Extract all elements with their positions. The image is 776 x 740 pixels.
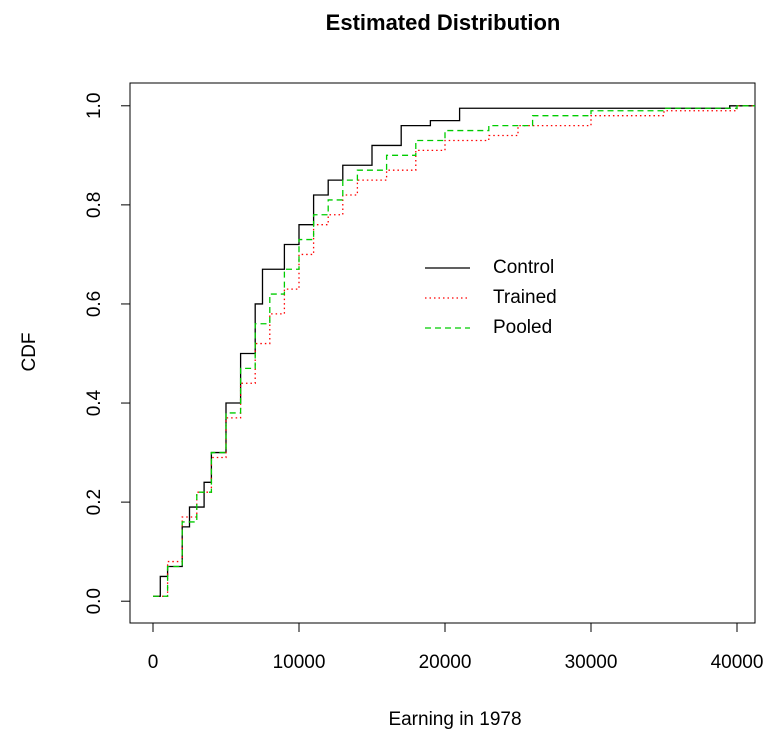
y-axis-label: CDF bbox=[19, 332, 40, 371]
y-tick-label: 0.2 bbox=[84, 489, 105, 515]
y-tick-label: 0.0 bbox=[84, 588, 105, 614]
x-tick-label: 20000 bbox=[419, 652, 472, 673]
plot-frame bbox=[129, 82, 756, 624]
y-tick-label: 1.0 bbox=[84, 93, 105, 119]
x-tick-label: 40000 bbox=[711, 652, 764, 673]
y-tick-label: 0.4 bbox=[84, 389, 105, 416]
x-tick-label: 30000 bbox=[565, 652, 618, 673]
legend-label: Pooled bbox=[493, 317, 552, 338]
x-axis-label: Earning in 1978 bbox=[388, 709, 521, 730]
x-tick-label: 0 bbox=[148, 652, 159, 673]
cdf-line bbox=[152, 105, 755, 597]
x-tick-label: 10000 bbox=[273, 652, 326, 673]
legend-label: Trained bbox=[493, 287, 557, 308]
legend-label: Control bbox=[493, 257, 554, 278]
cdf-line bbox=[152, 105, 755, 597]
chart-title: Estimated Distribution bbox=[326, 10, 561, 35]
y-tick-label: 0.6 bbox=[84, 291, 105, 317]
y-tick-label: 0.8 bbox=[84, 192, 105, 218]
cdf-line bbox=[152, 105, 755, 597]
